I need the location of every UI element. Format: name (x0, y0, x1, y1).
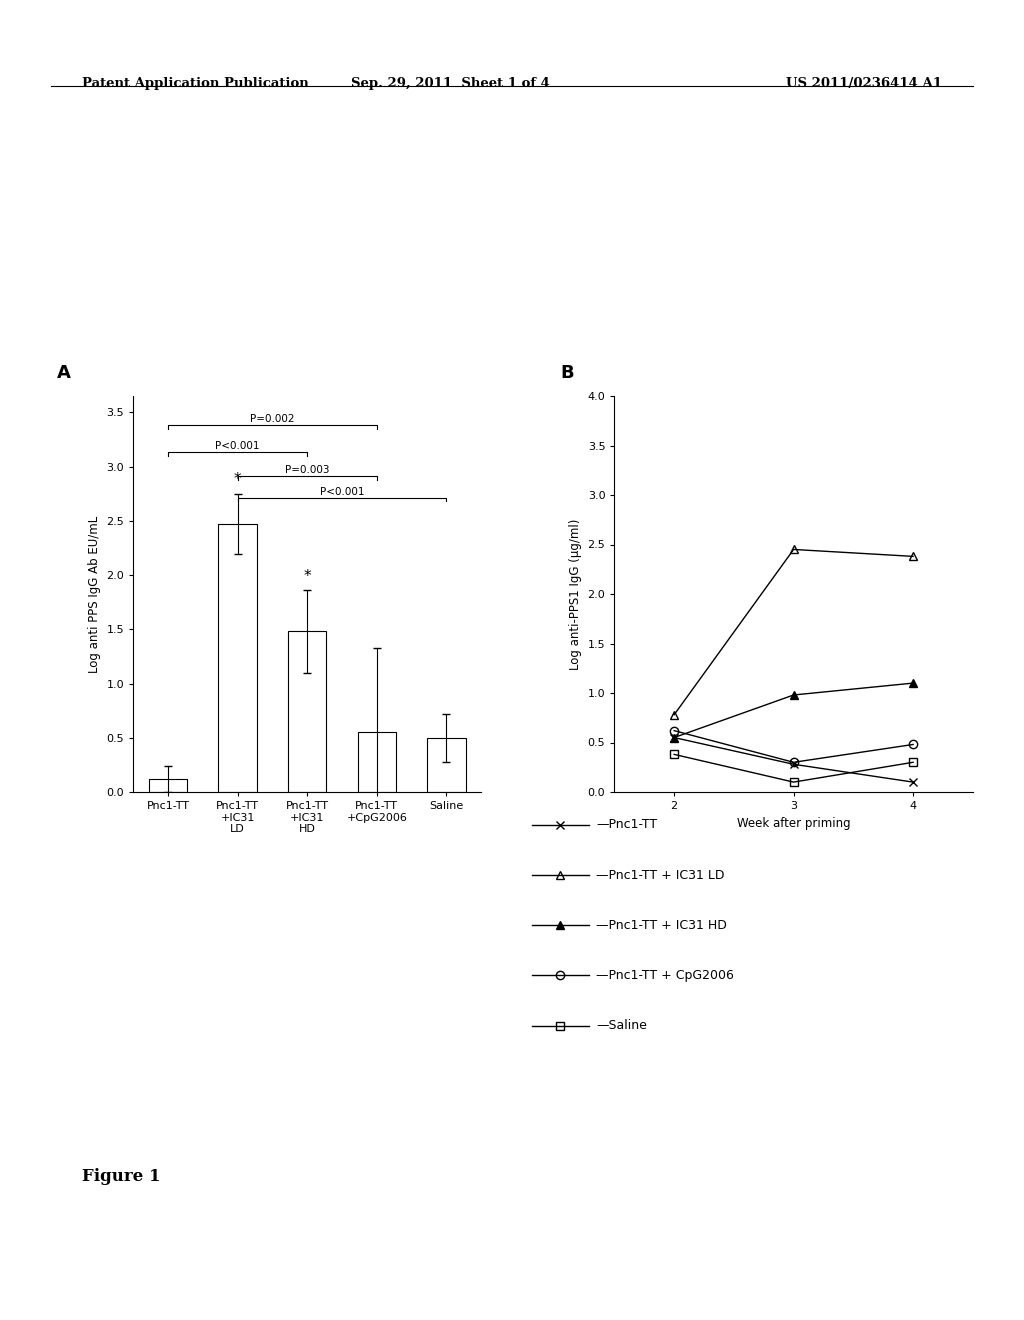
Bar (218, 524, 257, 792)
Text: B: B (561, 364, 574, 383)
Text: *: * (233, 473, 242, 487)
Text: —Pnc1-TT: —Pnc1-TT (596, 818, 657, 832)
Text: A: A (56, 364, 71, 383)
Text: —Saline: —Saline (596, 1019, 647, 1032)
Text: —Pnc1-TT + IC31 LD: —Pnc1-TT + IC31 LD (596, 869, 724, 882)
Y-axis label: Log anti PPS IgG Ab EU/mL: Log anti PPS IgG Ab EU/mL (88, 515, 100, 673)
Text: *: * (303, 569, 311, 583)
Text: P=0.003: P=0.003 (285, 465, 330, 475)
Text: P<0.001: P<0.001 (319, 487, 365, 496)
Text: Sep. 29, 2011  Sheet 1 of 4: Sep. 29, 2011 Sheet 1 of 4 (351, 77, 550, 90)
Text: —Pnc1-TT + CpG2006: —Pnc1-TT + CpG2006 (596, 969, 734, 982)
Text: US 2011/0236414 A1: US 2011/0236414 A1 (786, 77, 942, 90)
Bar (357, 733, 396, 792)
Y-axis label: Log anti-PPS1 IgG (µg/ml): Log anti-PPS1 IgG (µg/ml) (569, 519, 582, 669)
X-axis label: Week after priming: Week after priming (737, 817, 850, 829)
Bar (427, 738, 466, 792)
Text: P<0.001: P<0.001 (215, 441, 260, 451)
Bar (288, 631, 327, 792)
Text: Patent Application Publication: Patent Application Publication (82, 77, 308, 90)
Text: P=0.002: P=0.002 (250, 414, 295, 424)
Bar (148, 779, 187, 792)
Text: Figure 1: Figure 1 (82, 1168, 161, 1185)
Text: —Pnc1-TT + IC31 HD: —Pnc1-TT + IC31 HD (596, 919, 727, 932)
